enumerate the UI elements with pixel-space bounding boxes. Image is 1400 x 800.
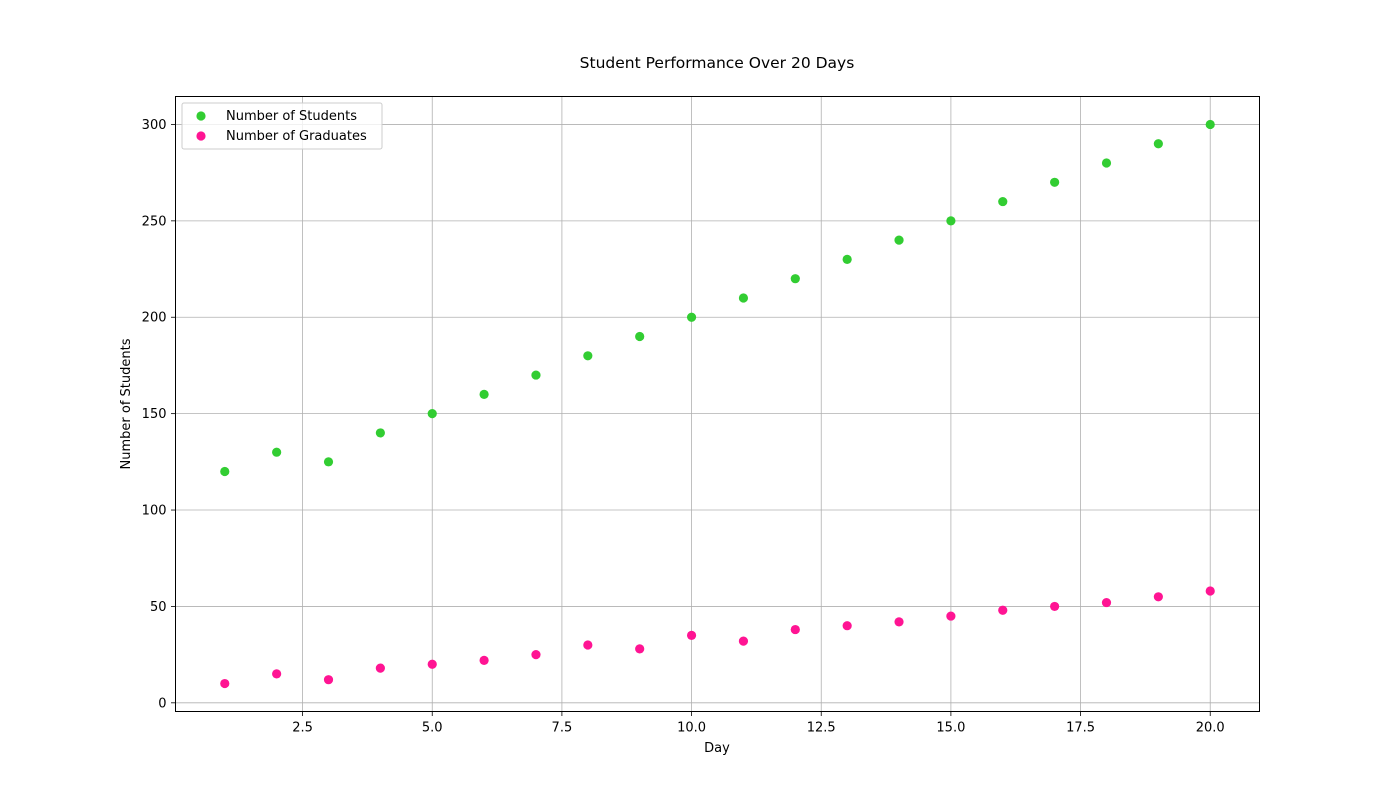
graduate-point bbox=[375, 663, 385, 673]
y-tick-label: 0 bbox=[158, 696, 166, 711]
x-tick-label: 5.0 bbox=[422, 721, 443, 736]
graduate-point bbox=[272, 669, 282, 679]
legend-label-graduates: Number of Graduates bbox=[226, 129, 367, 144]
data-points bbox=[220, 119, 1215, 689]
x-axis-label: Day bbox=[704, 741, 730, 756]
y-tick-label: 200 bbox=[142, 311, 167, 326]
student-point bbox=[998, 196, 1008, 207]
graduate-point bbox=[738, 636, 749, 646]
graduate-point bbox=[635, 644, 645, 654]
graduate-point bbox=[427, 659, 437, 669]
student-point bbox=[427, 409, 437, 419]
x-tick-label: 17.5 bbox=[1066, 721, 1095, 736]
student-point bbox=[531, 370, 541, 380]
y-tick-label: 50 bbox=[150, 600, 167, 615]
x-tick-label: 2.5 bbox=[292, 721, 313, 736]
y-axis-label: Number of Students bbox=[119, 338, 134, 469]
student-point bbox=[946, 216, 956, 226]
graduate-point bbox=[998, 605, 1008, 615]
student-point bbox=[375, 428, 385, 438]
graduate-point bbox=[220, 678, 230, 689]
y-tick-label: 150 bbox=[142, 407, 167, 422]
legend-label-students: Number of Students bbox=[226, 109, 357, 124]
student-point bbox=[1205, 119, 1215, 130]
graduate-point bbox=[790, 624, 800, 635]
x-tick-label: 15.0 bbox=[936, 721, 965, 736]
student-point bbox=[583, 351, 593, 361]
graduate-point bbox=[1153, 592, 1163, 602]
graduate-point bbox=[894, 617, 904, 627]
legend-marker-students bbox=[196, 111, 206, 121]
student-point bbox=[323, 457, 334, 467]
y-tick-label: 300 bbox=[142, 118, 167, 133]
student-point bbox=[220, 466, 230, 477]
legend-marker-graduates bbox=[196, 131, 206, 141]
axis-ticks: 2.5 5.0 7.5 10.0 12.5 15.0 17.5 20.0 0 50 100 150 20… bbox=[142, 118, 1225, 736]
x-tick-label: 10.0 bbox=[677, 721, 706, 736]
student-point bbox=[272, 447, 282, 457]
graduate-point bbox=[583, 640, 593, 650]
student-point bbox=[635, 331, 645, 342]
chart-title: Student Performance Over 20 Days bbox=[580, 54, 855, 72]
y-tick-label: 250 bbox=[142, 214, 167, 229]
graduate-point bbox=[1050, 601, 1060, 612]
graduate-point bbox=[531, 650, 541, 660]
student-point bbox=[842, 254, 852, 265]
student-point bbox=[686, 312, 697, 322]
student-point bbox=[894, 235, 904, 245]
x-tick-label: 12.5 bbox=[807, 721, 836, 736]
graduate-point bbox=[479, 655, 489, 666]
graduate-point bbox=[1205, 586, 1215, 596]
graduate-point bbox=[686, 630, 697, 640]
graduate-point bbox=[323, 675, 334, 685]
student-point bbox=[1050, 177, 1060, 187]
legend: Number of Students Number of Graduates bbox=[181, 102, 383, 150]
x-tick-label: 7.5 bbox=[552, 721, 573, 736]
x-tick-label: 20.0 bbox=[1196, 721, 1225, 736]
graduate-point bbox=[1101, 597, 1112, 608]
student-point bbox=[790, 274, 800, 284]
plot-frame bbox=[175, 96, 1260, 712]
legend-box bbox=[181, 102, 383, 150]
student-point bbox=[1153, 139, 1163, 149]
grid-lines bbox=[175, 96, 1260, 712]
y-tick-label: 100 bbox=[142, 504, 167, 519]
graduate-point bbox=[946, 611, 956, 621]
student-point bbox=[738, 293, 749, 303]
student-point bbox=[479, 389, 489, 399]
graduate-point bbox=[842, 621, 852, 631]
student-point bbox=[1101, 158, 1112, 168]
